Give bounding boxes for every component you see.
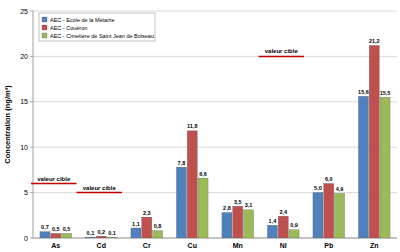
y-tick	[30, 238, 33, 239]
chart: 0510152025Concentration (ng/m³)As0,70,50…	[0, 0, 400, 252]
bar	[289, 230, 299, 238]
y-axis-label: Concentration (ng/m³)	[3, 85, 12, 164]
bar	[107, 237, 117, 238]
y-tick-label: 25	[20, 8, 28, 15]
data-label: 1,4	[269, 218, 278, 224]
y-tick	[30, 101, 33, 102]
bar	[62, 233, 72, 238]
y-tick-label: 20	[20, 53, 28, 60]
data-label: 6,6	[199, 171, 207, 177]
bar	[278, 216, 288, 238]
y-tick-label: 10	[20, 144, 28, 151]
grid-line	[33, 192, 397, 193]
target-label: valeur cible	[265, 48, 299, 54]
data-label: 0,5	[52, 226, 60, 232]
grid-line	[33, 11, 397, 12]
data-label: 2,4	[279, 209, 288, 215]
bar	[96, 236, 106, 238]
bar	[313, 193, 323, 238]
data-label: 4,9	[336, 186, 344, 192]
legend-label: AEC - Couëron	[50, 25, 87, 31]
data-label: 2,8	[223, 205, 231, 211]
bar	[51, 233, 61, 238]
data-label: 3,5	[234, 199, 242, 205]
bar	[142, 217, 152, 238]
bar	[153, 231, 163, 238]
data-label: 0,1	[108, 230, 116, 236]
data-label: 5,0	[314, 185, 322, 191]
bar	[222, 213, 232, 238]
data-label: 21,2	[369, 38, 380, 44]
grid-line	[33, 56, 397, 57]
x-tick-label: Cu	[188, 242, 197, 249]
data-label: 3,1	[245, 202, 253, 208]
x-tick-label: Pb	[324, 242, 333, 249]
x-tick-label: Ni	[280, 242, 287, 249]
data-label: 1,1	[132, 221, 140, 227]
bar	[358, 96, 368, 238]
data-label: 0,8	[154, 223, 162, 229]
y-tick-label: 15	[20, 98, 28, 105]
y-tick	[30, 192, 33, 193]
legend: AEC - Ecole de la Métairie AEC - Couëron A…	[39, 13, 155, 41]
bar	[187, 131, 197, 238]
x-tick-label: As	[51, 242, 60, 249]
bar	[380, 97, 390, 238]
legend-label: AEC - Ecole de la Métairie	[50, 17, 115, 23]
y-tick	[30, 147, 33, 148]
x-tick-label: Cd	[97, 242, 106, 249]
bar	[198, 178, 208, 238]
y-tick	[30, 56, 33, 57]
data-label: 7,8	[178, 160, 186, 166]
bar	[369, 46, 379, 238]
grid-line	[33, 101, 397, 102]
x-tick-label: Cr	[143, 242, 151, 249]
bar	[131, 228, 141, 238]
data-label: 2,3	[143, 210, 151, 216]
bar	[324, 184, 334, 238]
legend-box	[39, 13, 155, 41]
data-label: 6,0	[325, 176, 333, 182]
bar	[267, 225, 277, 238]
bars	[40, 46, 390, 238]
grid-line	[33, 147, 397, 148]
bar	[233, 206, 243, 238]
y-tick	[30, 11, 33, 12]
target-line	[77, 192, 123, 194]
data-label: 11,8	[187, 123, 197, 129]
data-label: 0,5	[63, 226, 71, 232]
bar	[85, 237, 95, 238]
target-line	[259, 56, 305, 58]
legend-swatch	[42, 33, 47, 38]
target-label: valeur cible	[83, 185, 117, 191]
target-line	[31, 183, 77, 185]
bar	[244, 210, 254, 238]
data-label: 0,9	[290, 222, 298, 228]
x-tick-label: Mn	[233, 242, 243, 249]
data-label: 0,2	[97, 229, 105, 235]
y-tick-label: 0	[24, 235, 28, 242]
x-tick-label: Zn	[370, 242, 379, 249]
bar	[176, 167, 186, 238]
data-label: 15,6	[358, 89, 369, 95]
data-label: 0,1	[87, 230, 95, 236]
y-axis	[33, 11, 34, 238]
data-label: 0,7	[41, 224, 49, 230]
target-label: valeur cible	[37, 176, 71, 182]
legend-swatch	[42, 17, 47, 22]
y-tick-label: 5	[24, 189, 28, 196]
data-label: 15,5	[380, 90, 391, 96]
bar	[40, 232, 50, 238]
legend-swatch	[42, 25, 47, 30]
legend-label: AEC - Cimetière de Saint Jean de Boiseau	[50, 33, 154, 39]
bar	[335, 194, 345, 238]
